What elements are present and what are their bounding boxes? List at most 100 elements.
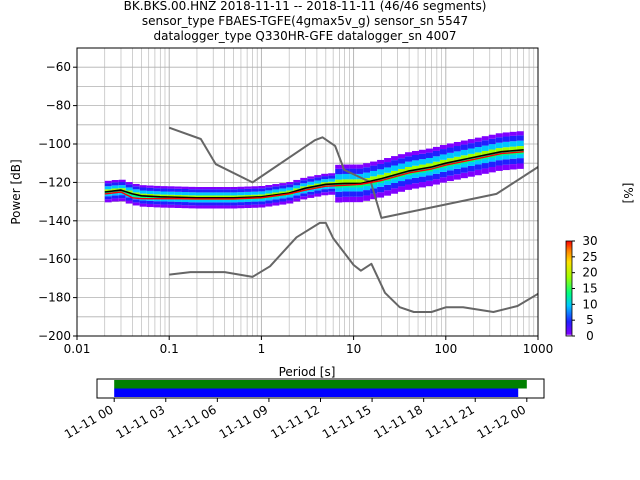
density-cell	[432, 146, 440, 151]
density-cell	[307, 176, 315, 179]
density-cell	[244, 188, 252, 192]
density-cell	[132, 202, 140, 206]
density-cell	[391, 188, 399, 194]
density-cell	[342, 164, 350, 169]
density-cell	[202, 195, 210, 198]
density-cell	[279, 185, 287, 189]
colorbar-tick-label: 0	[586, 329, 594, 343]
density-cell	[377, 174, 385, 179]
density-cell	[167, 198, 175, 202]
density-cell	[209, 202, 217, 206]
density-cell	[488, 156, 496, 162]
density-cell	[377, 163, 385, 170]
density-cell	[370, 183, 378, 189]
density-cell	[111, 190, 119, 194]
density-cell	[272, 189, 280, 193]
y-axis-label: Power [dB]	[9, 159, 23, 224]
density-cell	[509, 153, 517, 159]
density-cell	[307, 178, 315, 182]
density-cell	[237, 189, 245, 193]
density-cell	[391, 182, 399, 189]
density-cell	[293, 198, 301, 202]
density-cell	[349, 173, 357, 180]
density-cell	[474, 164, 482, 170]
density-cell	[446, 147, 454, 153]
density-cell	[209, 192, 217, 196]
density-cell	[139, 193, 147, 196]
density-cell	[209, 205, 217, 209]
density-cell	[321, 173, 329, 177]
density-cell	[104, 189, 112, 192]
density-cell	[516, 146, 524, 151]
density-cell	[195, 187, 203, 190]
density-cell	[453, 151, 461, 157]
density-cell	[125, 182, 133, 185]
density-cell	[230, 192, 238, 196]
coverage-tick-label: 11-11 03	[114, 402, 168, 441]
density-cell	[460, 162, 468, 168]
density-cell	[293, 188, 301, 191]
density-cell	[502, 136, 510, 142]
density-cell	[132, 199, 140, 203]
density-cell	[244, 191, 252, 195]
density-cell	[139, 187, 147, 191]
density-cell	[314, 185, 322, 189]
density-cell	[251, 188, 259, 192]
density-cell	[314, 180, 322, 184]
density-cell	[174, 188, 182, 192]
density-cell	[328, 181, 336, 185]
density-cell	[286, 190, 294, 193]
density-cell	[377, 159, 385, 164]
density-cell	[370, 193, 378, 200]
density-cell	[342, 186, 350, 192]
density-cell	[411, 177, 419, 184]
density-cell	[300, 177, 308, 181]
density-cell	[398, 168, 406, 173]
coverage-tick-label: 11-11 12	[268, 402, 322, 441]
x-tick-label: 10	[346, 342, 361, 356]
density-cell	[432, 168, 440, 174]
colorbar-gradient	[565, 240, 573, 337]
density-cell	[188, 199, 196, 203]
density-cell	[349, 191, 357, 197]
density-cell	[405, 173, 412, 180]
density-cell	[181, 205, 189, 209]
density-cell	[125, 197, 133, 201]
density-cell	[342, 173, 350, 180]
density-cell	[174, 194, 182, 198]
density-cell	[209, 199, 217, 203]
density-cell	[488, 149, 496, 154]
density-cell	[398, 154, 406, 159]
density-cell	[202, 199, 210, 203]
density-cell	[216, 205, 224, 209]
density-cell	[286, 200, 294, 204]
density-cell	[258, 204, 266, 208]
density-cell	[174, 186, 182, 189]
density-cell	[495, 154, 503, 161]
density-cell	[391, 170, 399, 175]
density-cell	[307, 187, 315, 190]
density-cell	[495, 148, 503, 153]
x-tick-label: 1000	[523, 342, 554, 356]
density-cell	[460, 149, 468, 156]
density-cell	[405, 161, 412, 168]
density-cell	[181, 186, 189, 189]
density-cell	[279, 198, 287, 202]
density-cell	[104, 180, 112, 184]
density-cell	[439, 154, 447, 160]
density-cell	[509, 135, 517, 142]
density-cell	[384, 158, 392, 163]
density-cell	[391, 177, 399, 183]
density-cell	[230, 199, 238, 203]
density-cell	[425, 163, 433, 168]
density-cell	[146, 190, 154, 194]
density-cell	[139, 203, 147, 207]
density-cell	[279, 188, 287, 192]
density-cell	[460, 140, 468, 145]
density-cell	[223, 195, 231, 198]
density-cell	[453, 163, 461, 169]
density-cell	[209, 189, 217, 193]
